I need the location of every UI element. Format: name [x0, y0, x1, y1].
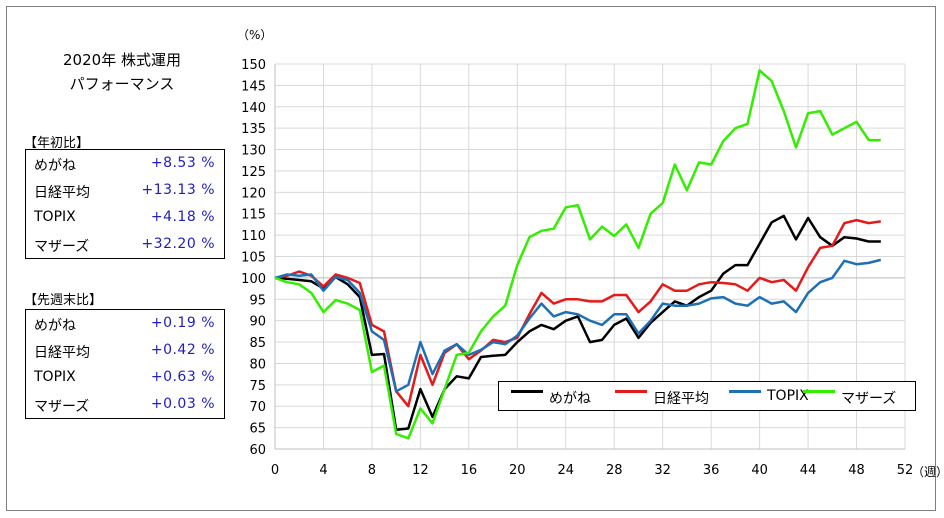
legend-swatch-topix [729, 390, 761, 393]
legend-label-nikkei: 日経平均 [653, 391, 709, 407]
x-tick-label: 8 [368, 463, 376, 478]
y-tick-label: 125 [241, 165, 266, 180]
y-tick-label: 140 [241, 101, 266, 116]
x-tick-label: 44 [800, 463, 817, 478]
wow-row-name: マザーズ [34, 399, 90, 415]
y-tick-label: 130 [241, 144, 266, 159]
y-tick-label: 95 [249, 293, 266, 308]
legend-swatch-nikkei [615, 390, 647, 393]
x-tick-label: 32 [654, 463, 671, 478]
x-tick-label: 16 [461, 463, 478, 478]
wow-row-value: +0.19 % [150, 315, 215, 331]
ytd-row-value: +32.20 % [141, 236, 215, 252]
y-tick-label: 75 [249, 379, 266, 394]
wow-row-name: 日経平均 [34, 345, 90, 361]
x-tick-label: 48 [848, 463, 865, 478]
wow-row: めがね +0.19 % [26, 310, 224, 337]
y-tick-label: 150 [241, 58, 266, 73]
y-tick-label: 85 [249, 336, 266, 351]
ytd-row-name: TOPIX [34, 209, 76, 225]
legend-swatch-mothers [803, 390, 835, 393]
ytd-label: 【年初比】 [24, 136, 90, 151]
wow-row: 日経平均 +0.42 % [26, 337, 224, 364]
chart-legend: めがね 日経平均 TOPIX マザーズ [498, 381, 916, 411]
series-line-megane [274, 214, 881, 432]
legend-label-topix: TOPIX [767, 388, 809, 404]
y-tick-label: 105 [241, 251, 266, 266]
series-line-mothers [274, 69, 881, 440]
wow-row-name: めがね [34, 318, 76, 334]
y-tick-label: 100 [241, 272, 266, 287]
wow-label: 【先週末比】 [24, 293, 103, 308]
wow-table: めがね +0.19 % 日経平均 +0.42 % TOPIX +0.63 % マザーズ… [25, 309, 225, 419]
y-tick-label: 145 [241, 79, 266, 94]
y-tick-label: 65 [249, 422, 266, 437]
y-tick-label: 110 [241, 229, 266, 244]
ytd-row-name: 日経平均 [34, 185, 90, 201]
ytd-row-name: めがね [34, 158, 76, 174]
y-tick-label: 120 [241, 186, 266, 201]
chart-frame: 2020年 株式運用 パフォーマンス 【年初比】 めがね +8.53 % 日経平均… [6, 6, 936, 511]
x-tick-label: 12 [412, 463, 429, 478]
panel-title-line1: 2020年 株式運用 [63, 51, 181, 69]
x-tick-label: 52 [897, 463, 914, 478]
ytd-row: マザーズ +32.20 % [26, 231, 224, 258]
x-tick-label: 28 [606, 463, 623, 478]
chart-tick-labels: 6065707580859095100105110115120125130135… [241, 58, 913, 478]
chart-axes [274, 64, 905, 450]
ytd-row: 日経平均 +13.13 % [26, 177, 224, 204]
y-tick-label: 115 [241, 208, 266, 223]
x-tick-label: 0 [271, 463, 279, 478]
legend-label-mothers: マザーズ [841, 391, 897, 407]
chart-series-lines [274, 69, 882, 440]
x-tick-label: 36 [703, 463, 720, 478]
legend-label-megane: めがね [549, 391, 591, 407]
series-line-nikkei [274, 218, 881, 408]
series-line-topix [274, 258, 882, 393]
ytd-row-value: +8.53 % [150, 155, 215, 171]
y-tick-label: 135 [241, 122, 266, 137]
ytd-row-name: マザーズ [34, 239, 90, 255]
x-axis-label: （週） [912, 465, 944, 479]
x-tick-label: 4 [319, 463, 327, 478]
ytd-table: めがね +8.53 % 日経平均 +13.13 % TOPIX +4.18 % マザー… [25, 149, 225, 259]
ytd-row: TOPIX +4.18 % [26, 204, 224, 231]
y-tick-label: 80 [249, 357, 266, 372]
x-tick-label: 24 [557, 463, 574, 478]
ytd-row-value: +4.18 % [150, 209, 215, 225]
wow-row-value: +0.03 % [150, 396, 215, 412]
panel-title-line2: パフォーマンス [69, 75, 175, 93]
wow-row-value: +0.42 % [150, 342, 215, 358]
wow-row-name: TOPIX [34, 369, 76, 385]
x-tick-label: 20 [509, 463, 526, 478]
y-tick-label: 60 [249, 443, 266, 458]
wow-row-value: +0.63 % [150, 369, 215, 385]
x-tick-label: 40 [751, 463, 768, 478]
wow-row: TOPIX +0.63 % [26, 364, 224, 391]
wow-row: マザーズ +0.03 % [26, 391, 224, 418]
ytd-row-value: +13.13 % [141, 182, 215, 198]
y-tick-label: 90 [249, 315, 266, 330]
ytd-row: めがね +8.53 % [26, 150, 224, 177]
legend-swatch-megane [511, 390, 543, 393]
y-axis-label: （%） [237, 28, 272, 42]
y-tick-label: 70 [249, 400, 266, 415]
